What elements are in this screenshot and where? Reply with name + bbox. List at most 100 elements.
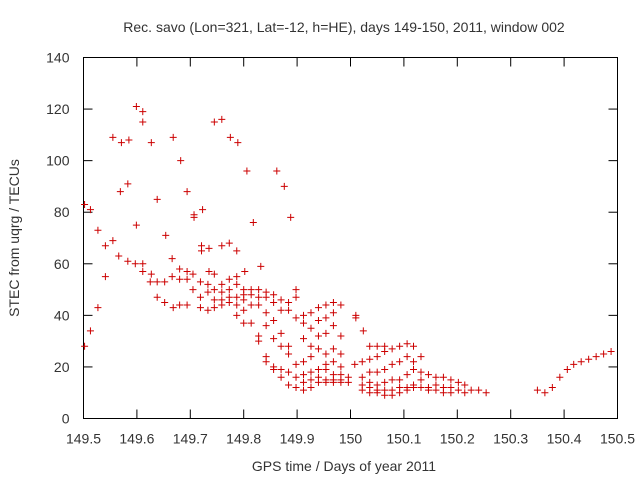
y-axis-label: STEC from uqrg / TECUs bbox=[6, 159, 22, 317]
data-point bbox=[344, 373, 352, 381]
data-point bbox=[196, 304, 204, 312]
data-point bbox=[439, 373, 447, 381]
data-point bbox=[183, 275, 191, 283]
data-point bbox=[139, 268, 147, 276]
data-point bbox=[277, 296, 285, 304]
data-point bbox=[109, 133, 117, 141]
data-point bbox=[373, 353, 381, 361]
data-point bbox=[153, 278, 161, 286]
data-point bbox=[314, 304, 322, 312]
data-point bbox=[322, 329, 330, 337]
data-point bbox=[243, 167, 251, 175]
data-point bbox=[388, 386, 396, 394]
data-point bbox=[176, 275, 184, 283]
data-point bbox=[240, 319, 248, 327]
data-point bbox=[467, 386, 475, 394]
data-point bbox=[388, 360, 396, 368]
data-point bbox=[292, 314, 300, 322]
data-point bbox=[475, 386, 483, 394]
data-point bbox=[131, 260, 139, 268]
data-point bbox=[189, 270, 197, 278]
data-point bbox=[314, 345, 322, 353]
data-point bbox=[410, 366, 418, 374]
data-point bbox=[300, 378, 308, 386]
data-point bbox=[424, 371, 432, 379]
data-point bbox=[358, 373, 366, 381]
data-point bbox=[257, 262, 265, 270]
data-point bbox=[337, 301, 345, 309]
data-point bbox=[337, 363, 345, 371]
data-point bbox=[240, 286, 248, 294]
data-point bbox=[226, 133, 234, 141]
data-point bbox=[292, 360, 300, 368]
data-point bbox=[358, 381, 366, 389]
y-tick-label: 0 bbox=[62, 411, 70, 427]
data-point bbox=[146, 278, 154, 286]
data-point bbox=[233, 311, 241, 319]
data-point bbox=[249, 219, 257, 227]
data-point bbox=[247, 301, 255, 309]
data-point bbox=[314, 332, 322, 340]
data-point bbox=[359, 327, 367, 335]
data-point bbox=[285, 381, 293, 389]
data-point bbox=[403, 340, 411, 348]
data-point bbox=[410, 381, 418, 389]
data-point bbox=[270, 317, 278, 325]
data-point bbox=[277, 342, 285, 350]
data-point bbox=[396, 376, 404, 384]
data-point bbox=[189, 286, 197, 294]
data-point bbox=[255, 286, 263, 294]
data-point bbox=[322, 376, 330, 384]
data-point bbox=[210, 286, 218, 294]
data-point bbox=[247, 286, 255, 294]
data-point bbox=[373, 368, 381, 376]
data-point bbox=[307, 384, 315, 392]
data-point bbox=[233, 273, 241, 281]
plot-frame bbox=[83, 57, 618, 419]
data-point bbox=[322, 350, 330, 358]
data-point bbox=[307, 309, 315, 317]
data-point bbox=[454, 386, 462, 394]
data-point bbox=[270, 335, 278, 343]
data-point bbox=[198, 242, 206, 250]
data-point bbox=[177, 157, 185, 165]
data-point bbox=[233, 280, 241, 288]
data-point bbox=[139, 118, 147, 126]
x-axis: 149.5 149.6 149.7 149.8 149.9 150 150.1 150.2 15… bbox=[66, 57, 635, 447]
data-point bbox=[233, 301, 241, 309]
data-point bbox=[277, 366, 285, 374]
data-point bbox=[168, 273, 176, 281]
y-tick-label: 80 bbox=[54, 204, 70, 220]
data-point bbox=[169, 304, 177, 312]
data-point bbox=[169, 133, 177, 141]
data-point bbox=[205, 268, 213, 276]
data-point bbox=[461, 381, 469, 389]
data-point bbox=[241, 268, 249, 276]
data-point bbox=[351, 360, 359, 368]
data-point bbox=[115, 252, 123, 260]
data-point bbox=[132, 221, 140, 229]
data-point bbox=[161, 278, 169, 286]
data-point bbox=[314, 317, 322, 325]
data-point bbox=[109, 237, 117, 245]
data-point bbox=[270, 291, 278, 299]
x-tick-label: 150.2 bbox=[440, 431, 475, 447]
data-point bbox=[417, 353, 425, 361]
data-point bbox=[176, 301, 184, 309]
data-point bbox=[307, 376, 315, 384]
data-point bbox=[403, 384, 411, 392]
data-point bbox=[403, 371, 411, 379]
data-point bbox=[366, 368, 374, 376]
data-point bbox=[183, 268, 191, 276]
data-point bbox=[396, 358, 404, 366]
data-point bbox=[396, 384, 404, 392]
y-axis: 0 20 40 60 80 100 120 140 bbox=[46, 50, 618, 427]
data-point bbox=[233, 247, 241, 255]
data-point bbox=[337, 332, 345, 340]
data-point bbox=[124, 257, 132, 265]
data-point bbox=[225, 293, 233, 301]
data-point bbox=[86, 327, 94, 335]
data-point bbox=[292, 286, 300, 294]
data-point bbox=[307, 324, 315, 332]
